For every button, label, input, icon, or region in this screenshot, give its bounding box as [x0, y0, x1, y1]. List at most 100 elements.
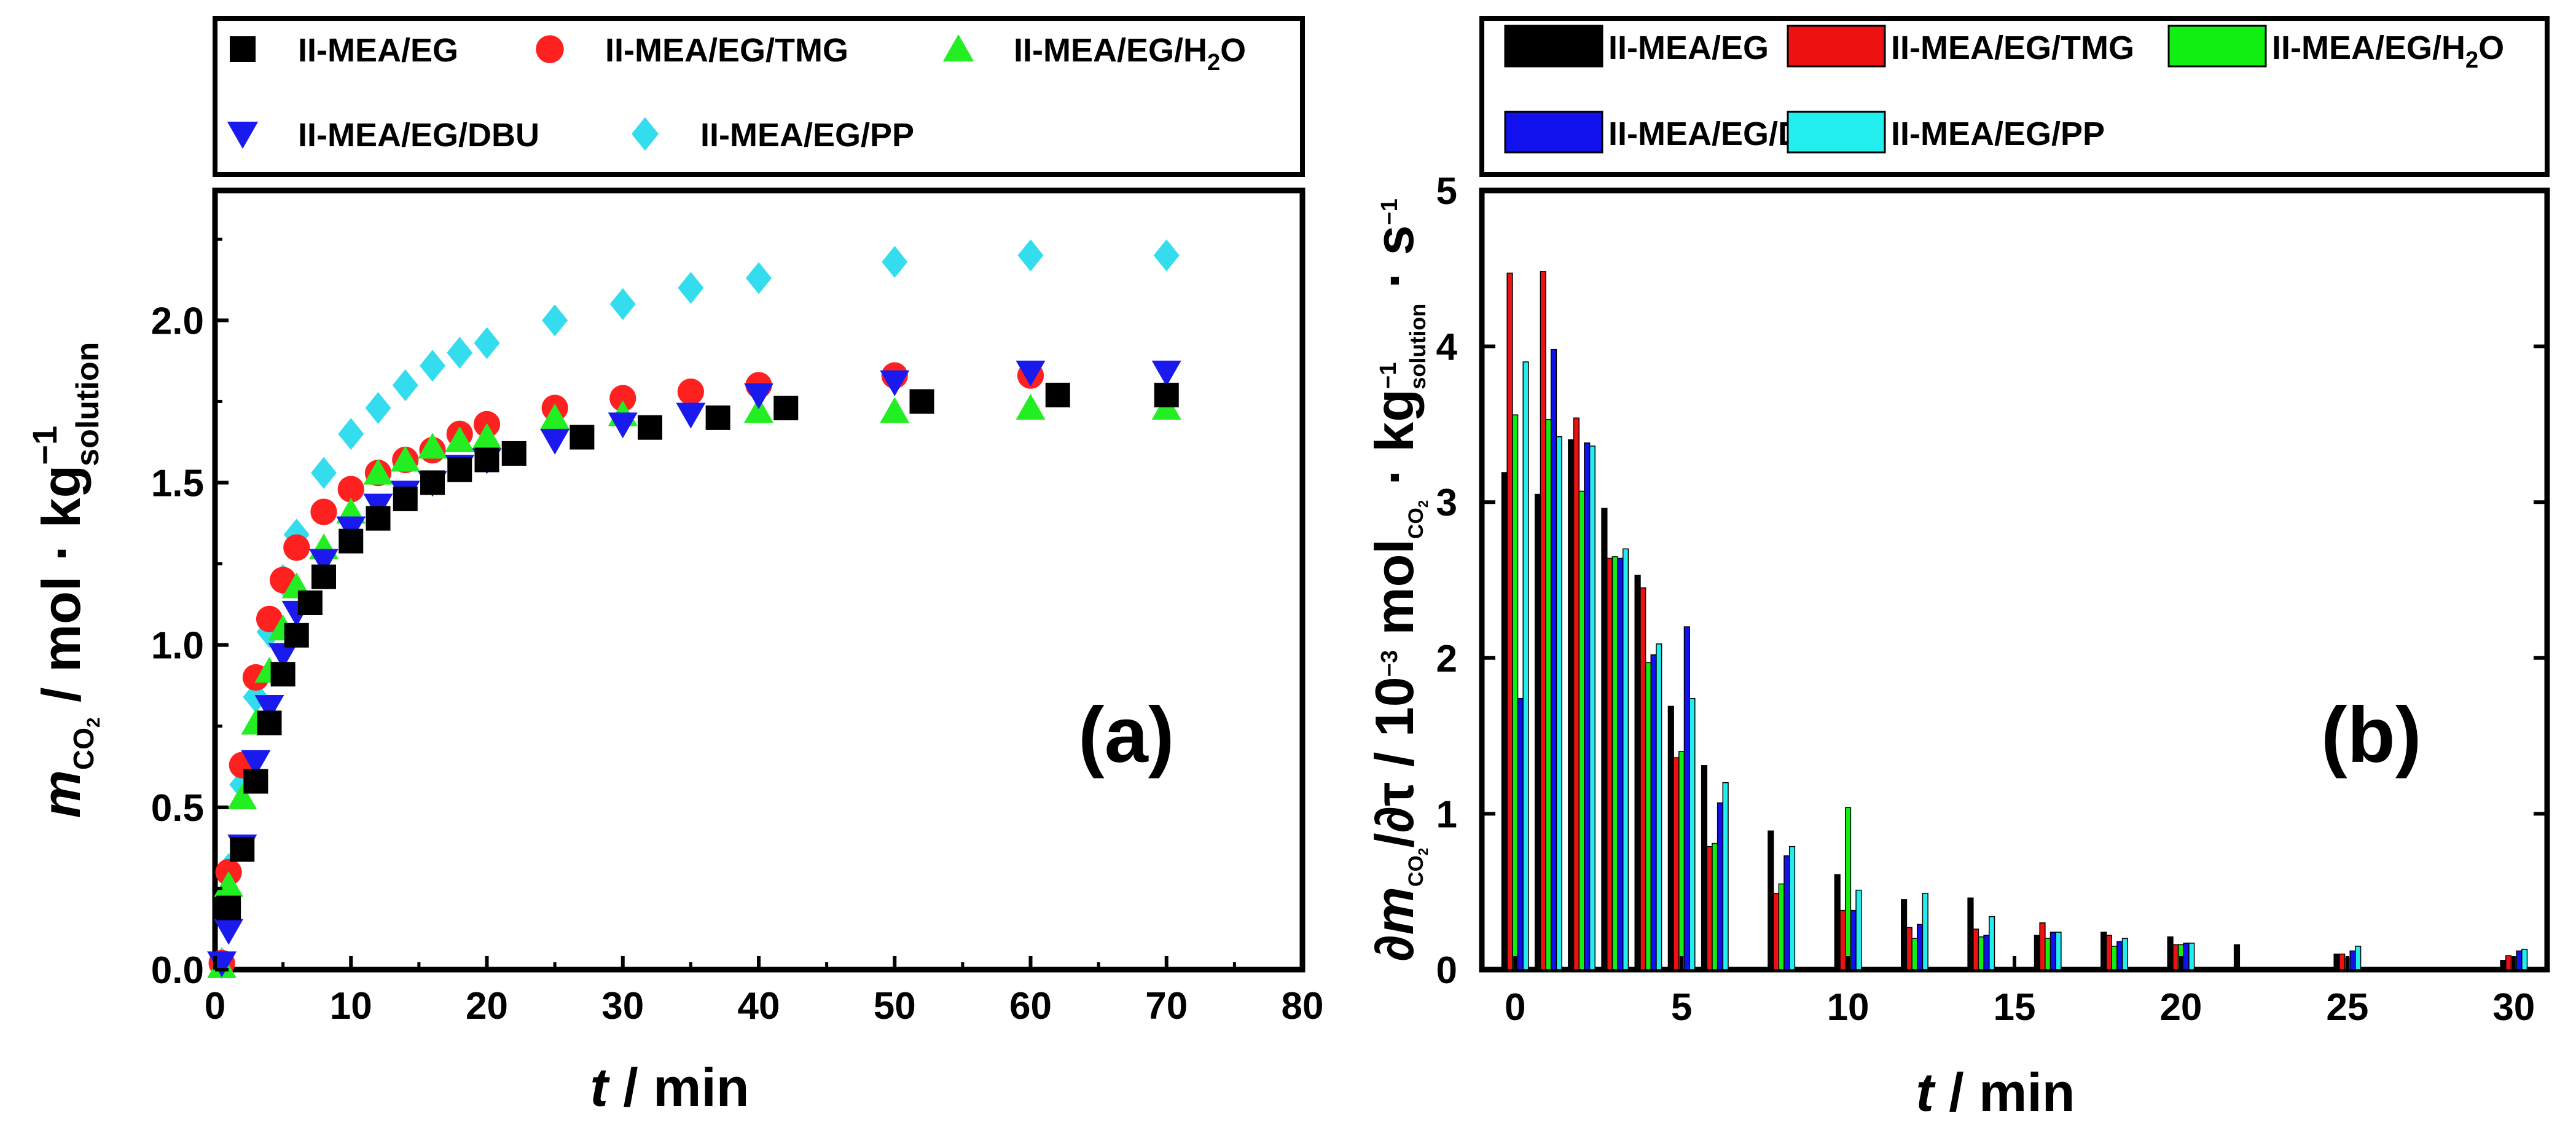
data-point-triangle-down — [880, 370, 910, 396]
bar — [1656, 643, 1662, 970]
legend-label-main: II-MEA/EG/TMG — [605, 32, 848, 69]
bar — [2183, 943, 2190, 970]
bar — [2516, 950, 2523, 970]
y-axis-var-sub2-b: 2 — [1415, 848, 1431, 855]
data-point-triangle-up — [472, 423, 502, 449]
bar — [1706, 846, 1713, 970]
x-axis-var-a: t — [590, 1057, 610, 1118]
data-point-diamond — [420, 350, 445, 382]
bar — [1911, 938, 1918, 970]
y-axis-title-a: mCO2 / mol · kg−1 solution — [25, 342, 106, 818]
bar — [1906, 927, 1912, 970]
data-point-square — [909, 389, 934, 414]
bar — [2121, 938, 2128, 970]
data-point-square — [420, 470, 445, 495]
data-point-diamond — [447, 337, 473, 369]
bar — [1973, 928, 1979, 970]
bar — [1568, 439, 1575, 970]
panel-label-a: (a) — [1078, 691, 1174, 779]
data-point-square — [393, 486, 418, 511]
legend-label-main: II-MEA/EG/DBU — [298, 117, 539, 154]
data-point-diamond — [1153, 239, 1180, 272]
x-axis-title-a: t / min — [590, 1057, 749, 1118]
y-tick-label: 0.5 — [151, 787, 204, 830]
bar — [1584, 442, 1591, 970]
legend-label: II-MEA/EG/TMG — [1891, 29, 2134, 66]
x-axis-title-b: t / min — [1916, 1062, 2075, 1123]
data-point-triangle-down — [1151, 360, 1181, 386]
data-point-square — [230, 36, 256, 62]
data-point-diamond — [1017, 239, 1044, 272]
data-point-square — [339, 528, 364, 554]
legend-swatch — [2167, 25, 2267, 68]
bar — [2111, 946, 2118, 970]
data-point-triangle-up — [214, 871, 244, 897]
y-axis-var-sub-b: CO — [1404, 855, 1428, 887]
data-point-triangle-down — [227, 122, 259, 149]
data-point-square — [1045, 382, 1070, 407]
bar — [1550, 348, 1557, 970]
series-square — [216, 382, 1179, 920]
legend-label-main: II-MEA/EG/H — [1014, 32, 1207, 69]
x-axis-unit-a: / min — [608, 1057, 750, 1118]
y-axis-mid-b: /∂τ / 10 — [1364, 677, 1425, 847]
plot-a-marks — [207, 239, 1181, 979]
data-point-triangle-up — [880, 397, 910, 423]
bar — [2039, 922, 2046, 970]
y-tick-label: 3 — [1436, 482, 1457, 524]
bar — [2034, 935, 2040, 970]
data-point-triangle-up — [363, 458, 393, 485]
legend-a-box — [213, 16, 1305, 177]
legend-label-main: II-MEA/EG/PP — [1891, 116, 2105, 152]
data-point-triangle-up — [445, 426, 475, 452]
legend-label-main: II-MEA/EG — [298, 32, 458, 69]
bar — [1517, 697, 1524, 970]
data-point-square — [447, 457, 472, 482]
bar — [1967, 897, 1974, 970]
y-tick-label: 4 — [1436, 326, 1458, 369]
data-point-square — [230, 837, 255, 862]
bar — [1522, 361, 1529, 970]
data-point-circle — [337, 476, 364, 503]
data-point-triangle-down — [241, 750, 271, 776]
bar — [1611, 556, 1618, 970]
data-point-triangle-down — [744, 383, 773, 409]
bar — [1855, 889, 1862, 970]
x-tick-label: 0 — [205, 985, 225, 1027]
legend-label-main: II-MEA/EG/PP — [700, 117, 914, 154]
data-point-square — [270, 662, 296, 687]
y-axis-tail-b: · s — [1364, 226, 1425, 304]
y-ticks-b: 0 1 2 3 4 5 — [1436, 170, 2547, 992]
y-tick-label: 1.0 — [151, 625, 204, 667]
bar — [1983, 935, 1990, 970]
data-point-square — [216, 895, 241, 920]
panel-a: II-MEA/EG II-MEA/EG/TMG II-MEA/EG/H2OII-ME… — [25, 16, 1323, 1118]
plot-area-a — [212, 187, 1306, 973]
y-tick-label: 0 — [1436, 949, 1457, 992]
legend-label-main: II-MEA/EG/H — [2272, 29, 2465, 66]
bar — [1783, 855, 1790, 970]
y-axis-unit1-sub2-b: 2 — [1415, 500, 1431, 508]
data-point-triangle-up — [942, 34, 974, 61]
data-point-circle — [310, 498, 337, 525]
y-axis-sub-b: solution — [1405, 304, 1430, 390]
legend-b: II-MEA/EG II-MEA/EG/TMG II-MEA/EG/H2OII-ME… — [1504, 25, 2504, 154]
data-point-square — [570, 425, 595, 450]
data-point-square — [705, 405, 730, 430]
x-tick-label: 0 — [1505, 986, 1525, 1029]
data-point-diamond — [746, 262, 772, 294]
bar — [2116, 941, 2123, 970]
bar — [2339, 953, 2346, 970]
legend-label-tail: O — [2478, 29, 2504, 66]
data-point-diamond — [338, 418, 364, 450]
x-tick-label: 15 — [1994, 986, 2036, 1029]
y-axis-var-sub2-a: 2 — [84, 717, 104, 728]
data-point-circle — [283, 534, 310, 561]
panel-label-b: (b) — [2321, 691, 2421, 779]
bar — [1673, 757, 1680, 970]
data-point-square — [257, 710, 282, 736]
data-point-triangle-down — [540, 428, 570, 455]
bar — [1978, 936, 1984, 970]
legend-label-sub: 2 — [2465, 47, 2478, 73]
